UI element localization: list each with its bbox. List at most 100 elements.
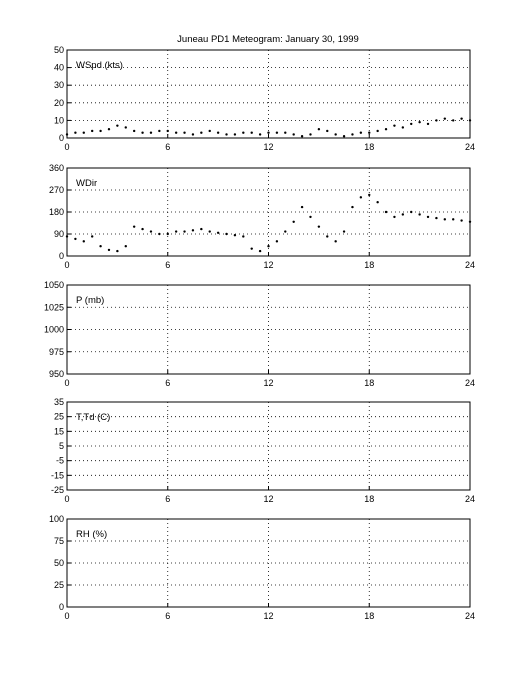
y-tick-label: 0 — [59, 133, 64, 143]
data-point — [267, 131, 270, 134]
data-point — [401, 126, 405, 129]
data-point — [317, 225, 321, 228]
data-point — [275, 240, 279, 243]
data-point — [351, 133, 354, 136]
chart-panel-1: 0 6 12 18 24 0 10 20 30 40 50 WSpd (kts) — [54, 45, 475, 152]
data-point — [368, 193, 371, 197]
data-point — [410, 210, 413, 214]
data-point — [401, 213, 405, 216]
y-tick-label: 5 — [59, 441, 64, 451]
y-tick-label: 270 — [49, 185, 64, 195]
x-tick-label: 12 — [263, 378, 273, 388]
chart-panel-3: 0 6 12 18 24 950 975 1000 1025 1050 P (mb) — [44, 280, 475, 388]
data-point — [149, 230, 153, 233]
chart-panel-5: 0 6 12 18 24 0 25 50 75 100 RH (%) — [49, 514, 475, 621]
data-point — [443, 218, 447, 221]
y-tick-label: 50 — [54, 558, 64, 568]
x-tick-label: 18 — [364, 611, 374, 621]
data-point — [284, 131, 287, 134]
data-point — [158, 129, 161, 133]
data-point — [418, 120, 421, 124]
data-point — [174, 131, 178, 134]
data-point — [460, 219, 463, 222]
data-point — [342, 230, 346, 233]
x-tick-label: 0 — [64, 494, 69, 504]
data-point — [82, 240, 85, 243]
x-tick-label: 24 — [465, 260, 475, 270]
data-point — [74, 237, 77, 241]
data-point — [225, 232, 228, 236]
data-point — [200, 131, 203, 134]
data-point — [426, 215, 430, 219]
x-tick-label: 12 — [263, 260, 273, 270]
chart-panel-4: 0 6 12 18 24 -25 -15 -5 5 15 25 35 T,Td (C) — [51, 397, 475, 504]
panel-label: RH (%) — [76, 529, 107, 540]
y-tick-label: 90 — [54, 229, 64, 239]
data-point — [376, 201, 379, 204]
y-tick-label: 15 — [54, 426, 64, 436]
data-point — [216, 131, 220, 134]
data-point — [107, 128, 111, 131]
data-point — [359, 196, 363, 199]
data-point — [384, 210, 388, 214]
y-tick-label: 975 — [49, 347, 64, 357]
data-point — [132, 225, 136, 228]
x-tick-label: 6 — [165, 142, 170, 152]
y-tick-label: 10 — [54, 115, 64, 125]
data-point — [258, 249, 262, 253]
data-point — [326, 235, 329, 238]
data-point — [468, 220, 472, 223]
x-tick-label: 18 — [364, 142, 374, 152]
data-point — [359, 131, 363, 134]
data-point — [393, 215, 396, 219]
data-point — [410, 122, 413, 126]
data-point — [443, 117, 447, 120]
data-point — [141, 131, 144, 134]
data-point — [208, 230, 211, 233]
data-point — [468, 119, 472, 122]
data-point — [124, 126, 127, 129]
chart-panel-2: 0 6 12 18 24 0 90 180 270 360 WDir — [49, 163, 475, 270]
data-point — [233, 234, 237, 237]
data-point — [275, 131, 279, 134]
data-point — [435, 216, 438, 220]
y-tick-label: 0 — [59, 602, 64, 612]
y-tick-label: -25 — [51, 485, 64, 495]
y-tick-label: 30 — [54, 80, 64, 90]
data-point — [107, 248, 111, 252]
data-point — [90, 235, 94, 238]
data-point — [242, 131, 245, 134]
x-tick-label: 0 — [64, 260, 69, 270]
data-point — [82, 131, 85, 134]
data-point — [376, 129, 379, 133]
data-point — [292, 220, 295, 223]
data-point — [334, 133, 337, 136]
figure-title: Juneau PD1 Meteogram: January 30, 1999 — [177, 34, 359, 45]
data-point — [393, 124, 396, 127]
data-point — [326, 129, 329, 133]
data-point — [368, 131, 371, 134]
data-point — [233, 133, 237, 136]
x-tick-label: 18 — [364, 378, 374, 388]
data-point — [300, 205, 304, 209]
data-point — [74, 131, 77, 134]
x-tick-label: 12 — [263, 494, 273, 504]
data-point — [99, 245, 102, 248]
y-tick-label: 360 — [49, 163, 64, 173]
x-tick-label: 24 — [465, 142, 475, 152]
data-point — [183, 230, 186, 233]
data-point — [191, 229, 195, 232]
x-tick-label: 18 — [364, 260, 374, 270]
data-point — [317, 128, 321, 131]
x-tick-label: 18 — [364, 494, 374, 504]
x-tick-label: 0 — [64, 611, 69, 621]
y-tick-label: 1025 — [44, 302, 64, 312]
data-point — [342, 135, 346, 138]
data-point — [426, 122, 430, 126]
data-point — [418, 213, 421, 216]
data-point — [65, 133, 69, 136]
x-tick-label: 6 — [165, 494, 170, 504]
data-point — [351, 205, 354, 209]
data-point — [166, 129, 169, 133]
